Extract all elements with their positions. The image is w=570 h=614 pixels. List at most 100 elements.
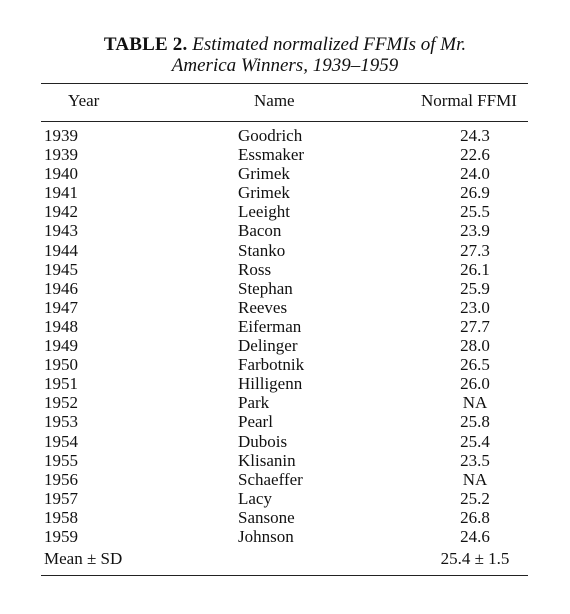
name-cell: Dubois [238,431,288,451]
name-cell: Essmaker [238,145,305,165]
table-row: 1951 Hilligenn 26.0 [0,374,570,393]
name-cell: Farbotnik [238,355,305,375]
table-caption: TABLE 2. Estimated normalized FFMIs of M… [0,34,570,76]
year-cell: 1943 [44,221,78,241]
table-row: 1950 Farbotnik 26.5 [0,355,570,374]
year-cell: 1945 [44,259,78,279]
ffmi-cell: 25.5 [460,202,490,222]
year-cell: 1951 [44,374,78,394]
ffmi-cell: 24.3 [460,126,490,145]
ffmi-cell: 27.3 [460,240,490,260]
ffmi-cell: 26.9 [460,183,490,203]
name-cell: Grimek [238,164,290,184]
table-row: 1946 Stephan 25.9 [0,279,570,298]
table-row: 1941 Grimek 26.9 [0,183,570,202]
summary-value: 25.4 ± 1.5 [440,549,510,568]
ffmi-cell: 28.0 [460,336,490,356]
ffmi-cell: 24.6 [460,526,490,546]
table-row: 1944 Stanko 27.3 [0,241,570,260]
table-row: 1948 Eiferman 27.7 [0,317,570,336]
table-row: 1949 Delinger 28.0 [0,336,570,355]
header-normal-ffmi: Normal FFMI [421,91,517,110]
name-cell: Leeight [238,202,290,222]
ffmi-cell: NA [462,469,488,489]
name-cell: Ross [238,259,272,279]
name-cell: Hilligenn [238,374,303,394]
ffmi-cell: 25.2 [460,488,490,508]
table-row: 1958 Sansone 26.8 [0,508,570,527]
ffmi-cell: 24.0 [460,164,490,184]
top-rule [41,83,528,84]
table-title-part-2: America Winners, 1939–1959 [171,55,399,76]
year-cell: 1957 [44,488,78,508]
name-cell: Schaeffer [238,469,303,489]
name-cell: Stanko [238,240,286,260]
year-cell: 1959 [44,526,78,546]
table-row: 1955 Klisanin 23.5 [0,451,570,470]
name-cell: Park [238,393,270,413]
ffmi-cell: 27.7 [460,316,490,336]
table-title-part-1: Estimated normalized FFMIs of Mr. [192,34,467,55]
name-cell: Johnson [238,526,294,546]
table-row: 1943 Bacon 23.9 [0,221,570,240]
table-row: 1957 Lacy 25.2 [0,489,570,508]
bottom-rule [41,575,528,576]
caption-line-1: TABLE 2. Estimated normalized FFMIs of M… [0,34,570,55]
name-cell: Lacy [238,488,272,508]
ffmi-cell: 23.9 [460,221,490,241]
year-cell: 1947 [44,297,78,317]
header-rule [41,121,528,122]
year-cell: 1958 [44,507,78,527]
table-header-row: Year Name Normal FFMI [0,91,570,113]
summary-label: Mean ± SD [44,549,123,568]
year-cell: 1954 [44,431,78,451]
table-row: 1940 Grimek 24.0 [0,164,570,183]
name-cell: Pearl [238,412,273,432]
ffmi-cell: 26.1 [460,259,490,279]
name-cell: Bacon [238,221,282,241]
year-cell: 1956 [44,469,78,489]
table-row: 1942 Leeight 25.5 [0,202,570,221]
table-row: 1952 Park NA [0,393,570,412]
year-cell: 1940 [44,164,78,184]
table-row: 1953 Pearl 25.8 [0,412,570,431]
name-cell: Delinger [238,336,298,356]
ffmi-cell: 23.5 [460,450,490,470]
name-cell: Eiferman [238,316,302,336]
ffmi-cell: 23.0 [460,297,490,317]
ffmi-cell: 25.8 [460,412,490,432]
year-cell: 1942 [44,202,78,222]
year-cell: 1946 [44,278,78,298]
table-row: 1939 Goodrich 24.3 [0,126,570,145]
year-cell: 1949 [44,336,78,356]
ffmi-cell: 25.4 [460,431,490,451]
year-cell: 1948 [44,316,78,336]
ffmi-cell: 26.8 [460,507,490,527]
ffmi-cell: 25.9 [460,278,490,298]
ffmi-cell: 26.5 [460,355,490,375]
header-name: Name [254,91,295,110]
ffmi-cell: 26.0 [460,374,490,394]
year-cell: 1953 [44,412,78,432]
year-cell: 1950 [44,355,78,375]
year-cell: 1952 [44,393,78,413]
caption-line-2: America Winners, 1939–1959 [0,55,570,76]
table-row: 1939 Essmaker 22.6 [0,145,570,164]
table-row: 1954 Dubois 25.4 [0,432,570,451]
name-cell: Goodrich [238,126,303,145]
ffmi-cell: NA [462,393,488,413]
table-row: 1956 Schaeffer NA [0,470,570,489]
year-cell: 1939 [44,145,78,165]
summary-row: Mean ± SD 25.4 ± 1.5 [0,549,570,569]
year-cell: 1955 [44,450,78,470]
table-row: 1947 Reeves 23.0 [0,298,570,317]
ffmi-cell: 22.6 [460,145,490,165]
table-body: 1939 Goodrich 24.3 1939 Essmaker 22.6 1940 Grim… [0,126,570,546]
name-cell: Klisanin [238,450,296,470]
year-cell: 1941 [44,183,78,203]
name-cell: Stephan [238,278,293,298]
name-cell: Grimek [238,183,290,203]
table-row: 1959 Johnson 24.6 [0,527,570,546]
year-cell: 1939 [44,126,78,145]
